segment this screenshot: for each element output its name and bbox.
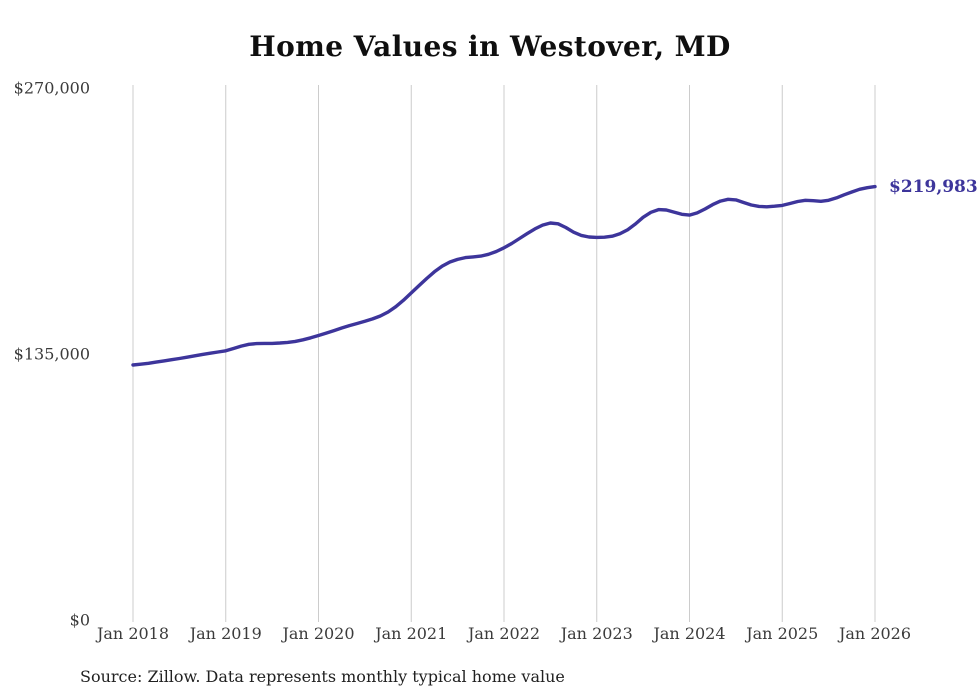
source-note: Source: Zillow. Data represents monthly … bbox=[80, 667, 565, 686]
x-tick-label: Jan 2019 bbox=[189, 624, 262, 643]
y-tick-label: $270,000 bbox=[13, 78, 90, 98]
x-tick-label: Jan 2026 bbox=[838, 624, 912, 643]
y-tick-label: $0 bbox=[69, 610, 90, 630]
current-value-label: $219,983 bbox=[889, 176, 978, 197]
y-tick-label: $135,000 bbox=[13, 344, 90, 364]
chart-title: Home Values in Westover, MD bbox=[249, 30, 731, 63]
x-tick-label: Jan 2021 bbox=[375, 624, 448, 643]
x-tick-label: Jan 2023 bbox=[560, 624, 633, 643]
x-tick-label: Jan 2024 bbox=[653, 624, 726, 643]
x-tick-label: Jan 2025 bbox=[746, 624, 819, 643]
value-line bbox=[131, 184, 877, 367]
x-tick-label: Jan 2022 bbox=[467, 624, 541, 643]
x-tick-label: Jan 2018 bbox=[96, 624, 170, 643]
x-tick-label: Jan 2020 bbox=[282, 624, 355, 643]
